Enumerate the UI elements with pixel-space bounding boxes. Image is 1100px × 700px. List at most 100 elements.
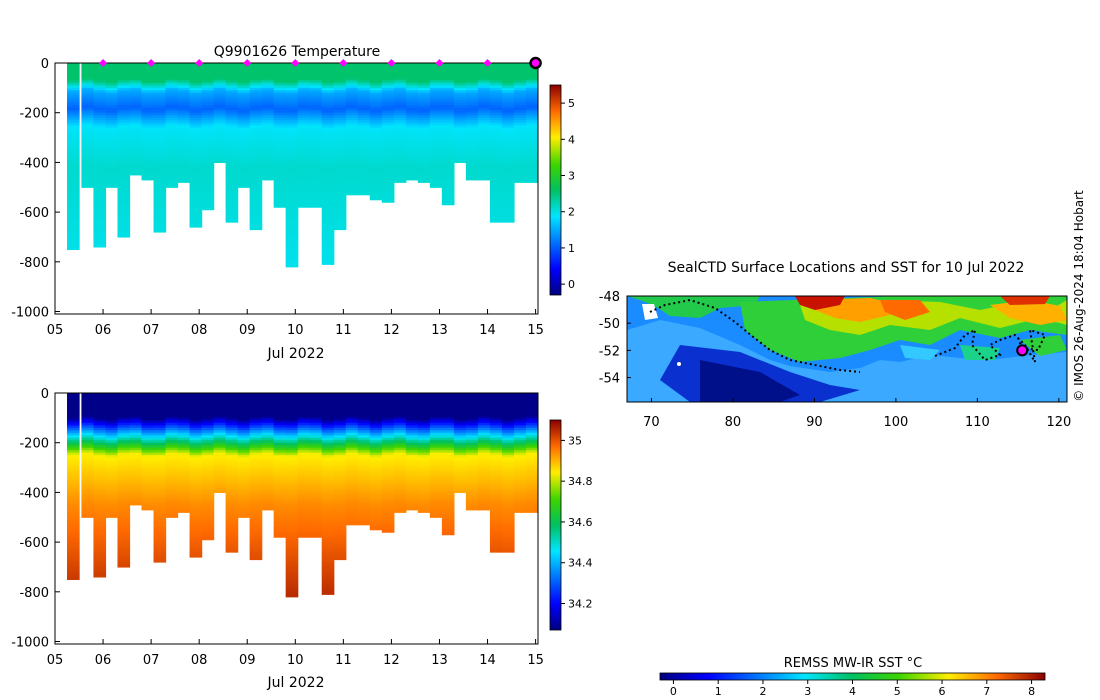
heatmap-cell [67,192,80,196]
heatmap-cell [165,132,179,136]
temperature-y-axis: 0-200-400-600-800-1000 [11,57,60,321]
heatmap-cell [189,152,203,156]
heatmap-cell [177,97,191,101]
profile-column [345,63,359,196]
heatmap-cell [393,422,407,426]
heatmap-cell [441,415,455,419]
heatmap-cell [189,100,203,104]
map-y-tick-label: -54 [599,372,620,387]
heatmap-cell [201,159,215,164]
heatmap-cell [321,499,335,503]
profile-column [67,63,80,250]
heatmap-cell [357,182,371,186]
heatmap-cell [465,395,479,399]
heatmap-cell [237,112,251,116]
heatmap-cell [525,435,538,439]
heatmap-cell [237,402,251,407]
heatmap-cell [477,484,491,489]
heatmap-cell [333,437,347,441]
heatmap-cell [525,100,538,104]
heatmap-cell [117,112,131,116]
heatmap-cell [357,107,371,111]
x-tick-label: 11 [335,653,352,668]
heatmap-cell [177,437,191,441]
heatmap-cell [141,452,155,456]
colorbar-tick-label: 5 [568,97,575,110]
heatmap-cell [189,75,203,79]
heatmap-cell [105,405,119,409]
heatmap-cell [249,447,263,451]
heatmap-cell [165,115,179,119]
heatmap-cell [273,400,287,404]
heatmap-cell [201,455,215,459]
heatmap-cell [453,470,467,474]
heatmap-cell [477,159,491,164]
heatmap-cell [405,112,419,116]
heatmap-cell [429,460,443,464]
heatmap-cell [501,537,515,541]
heatmap-cell [67,397,80,402]
heatmap-cell [345,402,359,407]
heatmap-cell [345,82,359,86]
heatmap-cell [429,172,443,176]
heatmap-cell [93,477,107,481]
heatmap-cell [309,120,323,124]
heatmap-cell [321,217,335,221]
heatmap-cell [237,122,251,126]
heatmap-cell [165,164,179,168]
heatmap-cell [249,440,263,444]
heatmap-cell [441,63,455,67]
heatmap-cell [141,435,155,439]
heatmap-cell [117,400,131,404]
heatmap-cell [405,417,419,421]
heatmap-cell [381,472,395,476]
heatmap-cell [321,75,335,79]
heatmap-cell [285,107,299,111]
heatmap-cell [453,450,467,454]
heatmap-cell [237,102,251,106]
heatmap-cell [201,100,215,104]
heatmap-cell [249,167,263,171]
heatmap-cell [201,484,215,489]
heatmap-cell [117,542,131,546]
heatmap-cell [67,425,80,429]
heatmap-cell [489,184,503,188]
heatmap-cell [189,397,203,402]
heatmap-cell [489,450,503,454]
heatmap-cell [405,465,419,469]
heatmap-cell [141,120,155,124]
heatmap-cell [441,455,455,459]
heatmap-cell [285,189,299,193]
heatmap-cell [129,95,143,99]
heatmap-cell [189,452,203,456]
heatmap-cell [153,204,167,208]
heatmap-cell [165,417,179,421]
heatmap-cell [321,405,335,409]
heatmap-cell [129,142,143,146]
heatmap-cell [93,539,107,543]
heatmap-cell [93,425,107,429]
heatmap-cell [129,172,143,176]
heatmap-cell [177,465,191,469]
heatmap-cell [129,467,143,471]
heatmap-cell [261,452,275,456]
heatmap-cell [501,85,515,89]
heatmap-cell [357,65,371,69]
heatmap-cell [177,457,191,461]
heatmap-cell [489,85,503,89]
heatmap-cell [429,90,443,94]
heatmap-cell [369,132,383,136]
heatmap-cell [273,202,287,206]
heatmap-cell [93,162,107,166]
heatmap-cell [441,137,455,141]
heatmap-cell [285,264,299,268]
heatmap-cell [153,504,167,508]
heatmap-cell [477,90,491,94]
heatmap-cell [429,465,443,469]
heatmap-cell [393,479,407,484]
heatmap-cell [165,85,179,89]
heatmap-cell [177,497,191,501]
heatmap-cell [153,544,167,548]
heatmap-cell [153,502,167,506]
heatmap-cell [105,145,119,149]
